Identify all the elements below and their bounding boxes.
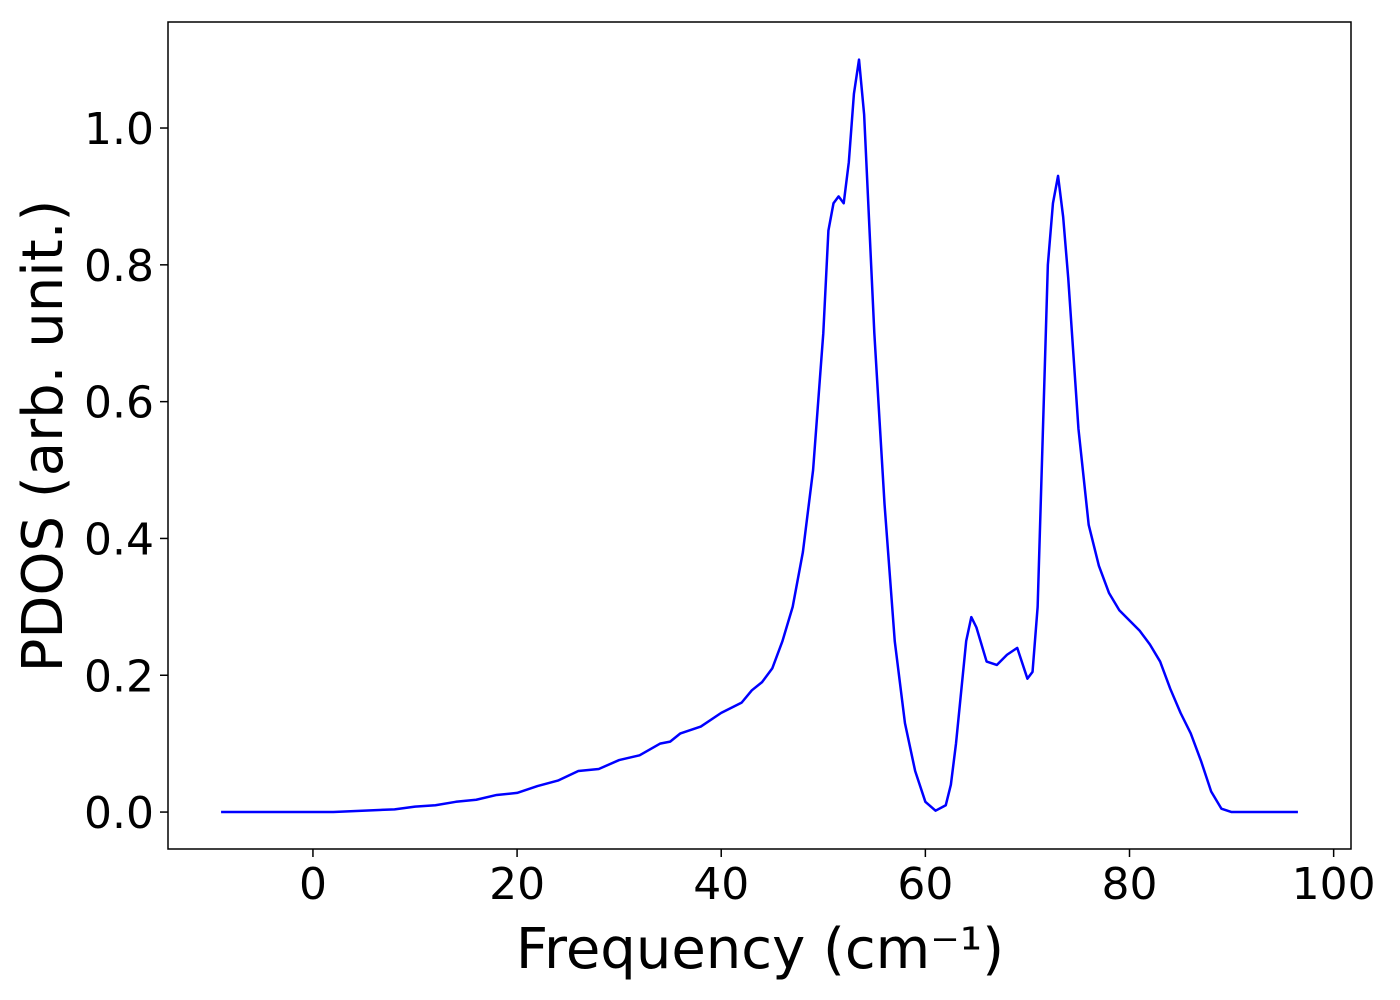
y-tick-label: 0.2 — [84, 651, 154, 702]
y-tick-label: 0.4 — [84, 514, 154, 565]
x-tick-label: 80 — [1102, 859, 1158, 910]
y-tick-label: 0.6 — [84, 378, 154, 429]
y-axis-label: PDOS (arb. unit.) — [11, 200, 76, 673]
y-tick-label: 1.0 — [84, 104, 154, 155]
x-axis-label: Frequency (cm⁻¹) — [516, 917, 1004, 982]
x-tick-label: 100 — [1292, 859, 1376, 910]
x-tick-label: 0 — [299, 859, 327, 910]
y-tick-label: 0.8 — [84, 241, 154, 292]
x-tick-label: 40 — [693, 859, 749, 910]
x-tick-label: 60 — [897, 859, 953, 910]
plot-frame — [167, 21, 1352, 850]
x-tick-label: 20 — [489, 859, 545, 910]
data-line — [221, 58, 1298, 814]
y-tick-label: 0.0 — [84, 788, 154, 839]
